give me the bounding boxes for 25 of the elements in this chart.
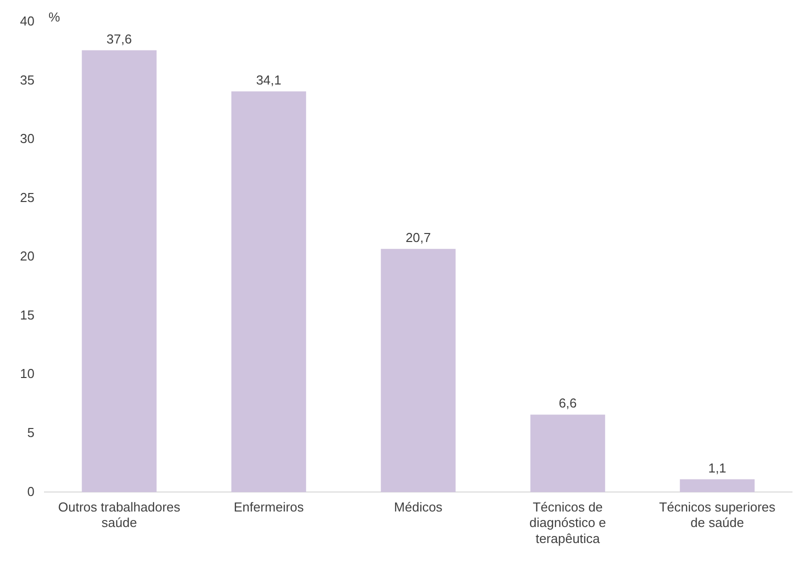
y-tick-label: 10 [20,366,34,382]
y-tick-label: 30 [20,131,34,146]
bar [82,50,157,492]
y-tick-label: 25 [20,190,34,205]
data-label: 34,1 [256,72,282,88]
y-tick-label: 0 [27,484,34,499]
x-tick-label: Médicos [394,500,443,515]
y-tick-label: 35 [20,72,34,88]
y-tick-label: 15 [20,307,34,322]
bar [231,91,306,492]
y-tick-label: 20 [20,248,34,264]
y-tick-label: 5 [27,425,34,440]
x-tick-label: Técnicos superiores de saúde [659,500,776,530]
bar [680,479,755,492]
x-tick-label: Outros trabalhadores saúde [58,500,181,530]
data-label: 1,1 [708,460,726,476]
bar [380,248,456,492]
data-label: 20,7 [406,230,431,245]
data-label: 6,6 [558,396,577,411]
bar [530,414,606,492]
x-tick-label: Enfermeiros [234,500,304,515]
y-tick-label: 40 [20,14,34,29]
x-tick-label: Técnicos de diagnóstico e terapêutica [529,500,606,546]
data-label: 37,6 [106,31,132,46]
y-axis-title: % [48,10,60,25]
